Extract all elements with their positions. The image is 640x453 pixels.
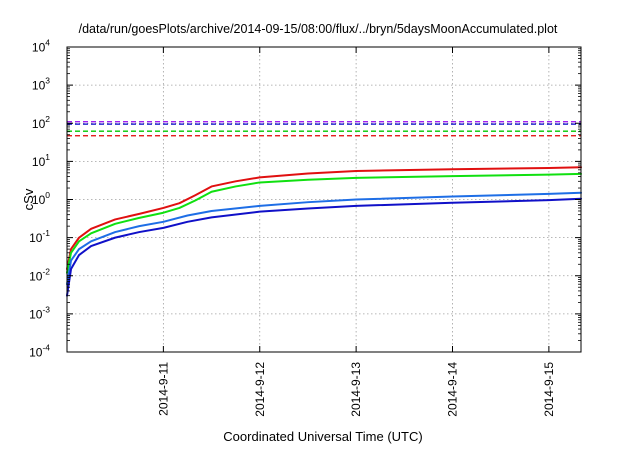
x-tick-label: 2014-9-14 xyxy=(446,362,460,417)
series-line xyxy=(66,166,582,271)
y-tick-label: 10-2 xyxy=(29,266,50,283)
series-line xyxy=(66,197,582,297)
y-tick-label: 104 xyxy=(32,38,50,55)
y-tick-label: 100 xyxy=(32,190,50,207)
y-tick-label: 103 xyxy=(32,76,50,93)
series-line xyxy=(66,191,582,286)
x-axis-label: Coordinated Universal Time (UTC) xyxy=(223,429,422,444)
series-line xyxy=(66,172,582,274)
y-tick-label: 10-3 xyxy=(29,304,50,321)
y-tick-label: 10-4 xyxy=(29,343,50,360)
grid xyxy=(67,47,581,352)
y-axis-label: cSv xyxy=(21,188,36,210)
x-tick-label: 2014-9-13 xyxy=(349,362,363,417)
x-axis-ticks: 2014-9-11 2014-9-12 2014-9-13 2014-9-14 2014… xyxy=(156,47,556,417)
series-lines xyxy=(66,166,582,297)
y-tick-label: 10-1 xyxy=(29,228,50,245)
x-tick-label: 2014-9-11 xyxy=(156,362,170,416)
y-tick-label: 102 xyxy=(32,114,50,131)
x-tick-label: 2014-9-12 xyxy=(253,362,267,417)
x-tick-label: 2014-9-15 xyxy=(542,362,556,417)
threshold-lines xyxy=(67,121,581,137)
y-axis-ticks: 10-4 10-3 10-2 10-1 100 101 102 103 104 xyxy=(29,38,581,360)
chart-title: /data/run/goesPlots/archive/2014-09-15/0… xyxy=(79,22,558,36)
y-tick-label: 101 xyxy=(32,152,50,169)
